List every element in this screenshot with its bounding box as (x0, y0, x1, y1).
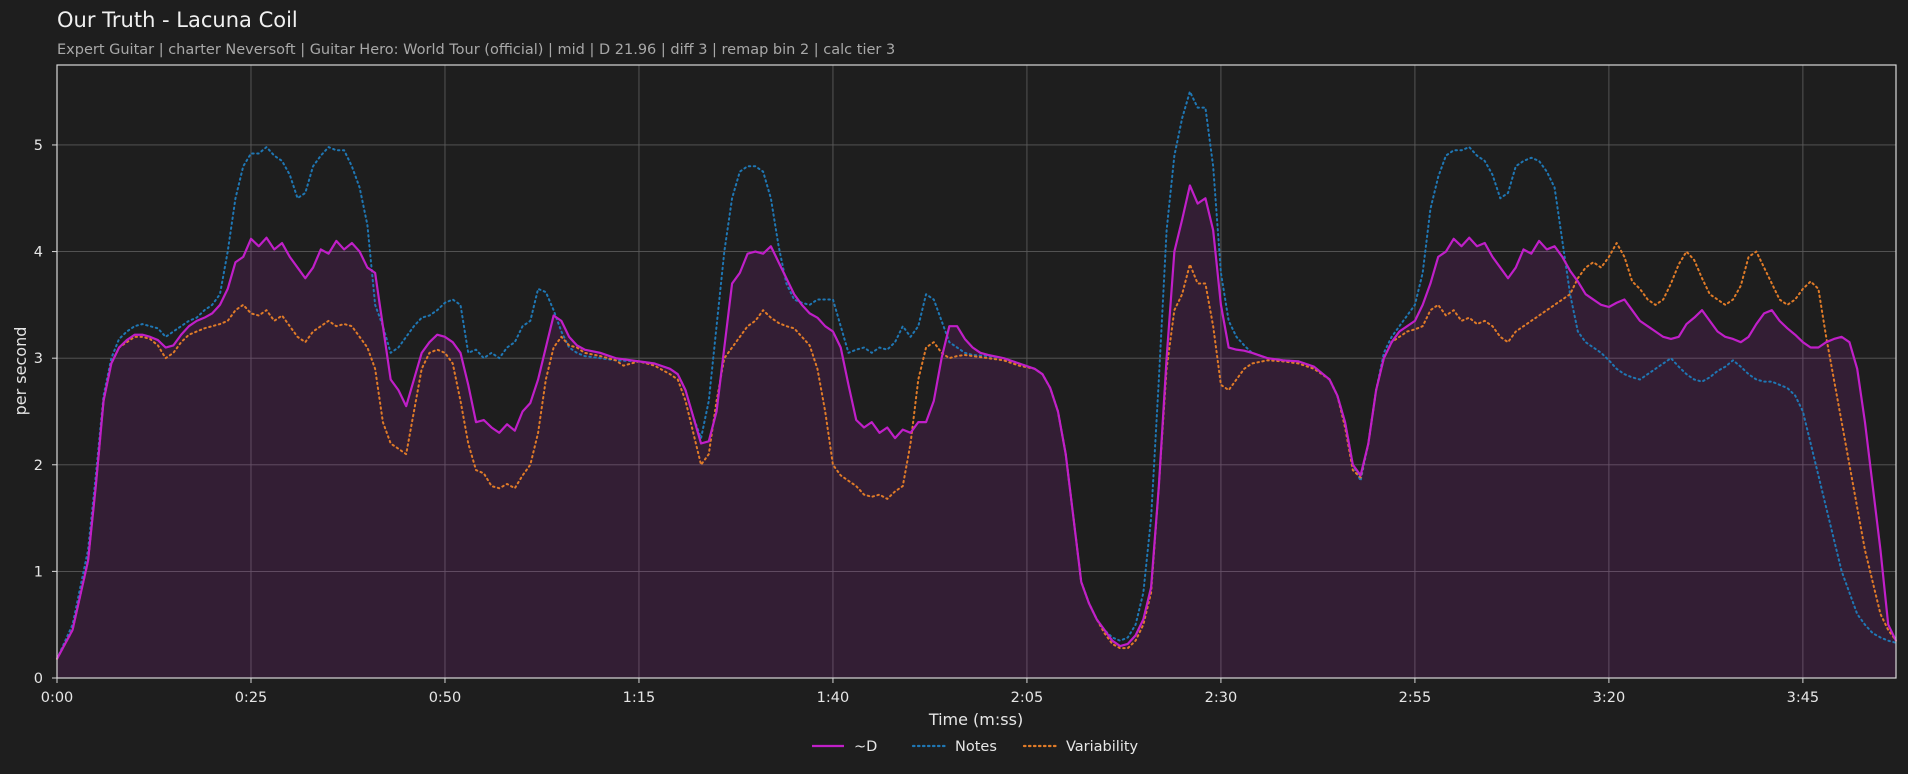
legend-label: Notes (955, 739, 997, 755)
y-tick-label: 2 (34, 458, 43, 474)
x-tick-label: 2:55 (1399, 690, 1432, 706)
series-line-d (56, 184, 1897, 660)
plot-frame (56, 64, 1897, 679)
y-tick-label: 0 (34, 671, 43, 687)
y-tick-label: 1 (34, 564, 43, 580)
y-tick-label: 4 (34, 245, 43, 261)
y-axis-label: per second (11, 327, 30, 416)
plot-area (57, 65, 1896, 678)
x-tick-label: 1:40 (817, 690, 850, 706)
legend-label: Variability (1066, 739, 1139, 755)
x-axis-ticks: 0:00 0:25 0:50 1:15 1:40 2:05 2:30 2:55 3:20 3:45 (41, 678, 1819, 706)
x-tick-label: 0:00 (41, 690, 74, 706)
series-area-d (57, 185, 1896, 678)
x-tick-label: 0:50 (429, 690, 462, 706)
x-tick-label: 2:05 (1011, 690, 1044, 706)
chart-title: Our Truth - Lacuna Coil (57, 8, 298, 32)
y-tick-label: 3 (34, 351, 43, 367)
x-tick-label: 2:30 (1205, 690, 1238, 706)
legend: ~D Notes Variability (812, 739, 1139, 755)
series-line-notes (56, 90, 1897, 660)
x-tick-label: 0:25 (235, 690, 268, 706)
x-tick-label: 3:45 (1787, 690, 1820, 706)
x-tick-label: 3:20 (1593, 690, 1626, 706)
x-axis-label: Time (m:ss) (928, 710, 1023, 729)
x-tick-label: 1:15 (623, 690, 656, 706)
series-layer (56, 90, 1897, 660)
y-tick-label: 5 (34, 138, 43, 154)
chart-subtitle: Expert Guitar | charter Neversoft | Guit… (57, 42, 895, 58)
y-axis-ticks: 0 1 2 3 4 5 (34, 138, 57, 687)
legend-label: ~D (854, 739, 877, 755)
area-fill-layer (57, 185, 1896, 678)
